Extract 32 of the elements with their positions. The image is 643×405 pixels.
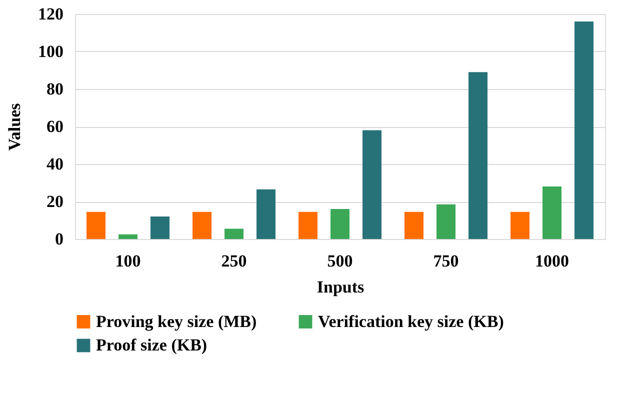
y-tick-label: 120 bbox=[38, 4, 64, 24]
bar bbox=[404, 212, 424, 239]
legend-label: Proving key size (MB) bbox=[96, 312, 257, 331]
x-tick-label: 1000 bbox=[535, 252, 569, 270]
y-tick-label: 20 bbox=[46, 192, 64, 211]
bar bbox=[436, 204, 456, 239]
bar bbox=[118, 234, 138, 239]
y-tick-label: 60 bbox=[46, 117, 64, 136]
x-tick-label: 250 bbox=[221, 252, 247, 270]
bar bbox=[192, 212, 212, 239]
y-tick-label: 40 bbox=[46, 154, 64, 174]
bar bbox=[574, 22, 594, 239]
legend-label: Proof size (KB) bbox=[96, 336, 208, 354]
x-tick-label: 750 bbox=[433, 252, 459, 270]
y-axis-title: Values bbox=[5, 102, 24, 151]
x-axis-title: Inputs bbox=[316, 278, 365, 296]
bar bbox=[362, 130, 382, 239]
y-tick-label: 100 bbox=[38, 42, 64, 61]
bar bbox=[298, 212, 318, 239]
bar bbox=[86, 212, 106, 239]
bar bbox=[542, 186, 562, 239]
bar bbox=[256, 189, 276, 239]
x-tick-label: 100 bbox=[115, 252, 141, 270]
legend-label: Verification key size (KB) bbox=[318, 312, 504, 331]
bar bbox=[468, 72, 488, 239]
y-tick-label: 0 bbox=[55, 230, 64, 248]
y-tick-label: 80 bbox=[46, 80, 64, 98]
bar bbox=[510, 212, 530, 239]
bar bbox=[150, 216, 170, 239]
bar bbox=[330, 209, 350, 239]
bar bbox=[224, 228, 244, 239]
x-tick-label: 500 bbox=[327, 252, 353, 270]
